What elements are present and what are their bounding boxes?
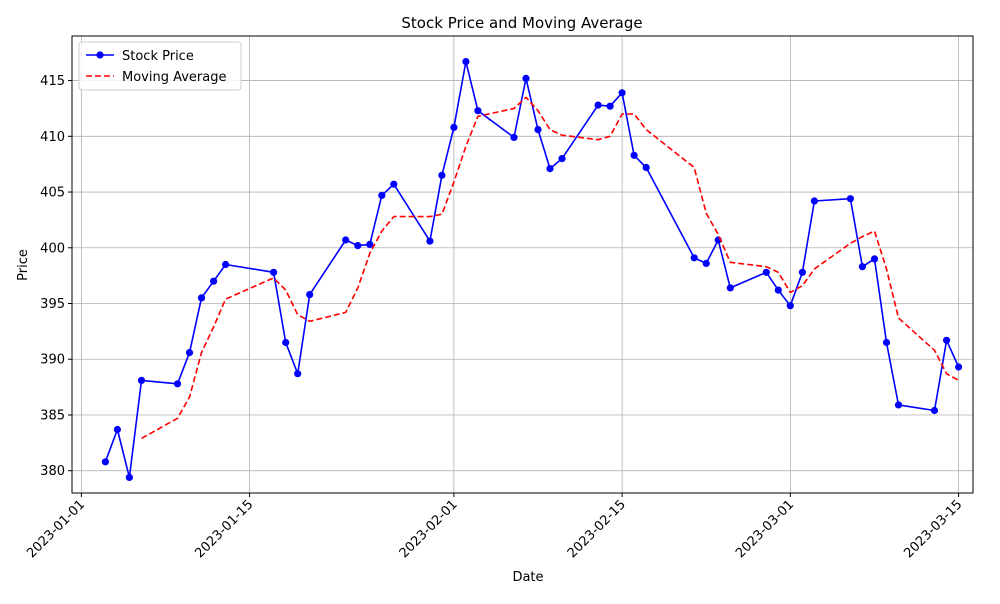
stock-price-point	[882, 338, 891, 347]
stock-price-point	[594, 101, 602, 109]
stock-price-point	[810, 197, 819, 205]
x-tick-label: 2023-03-01	[733, 497, 797, 561]
stock-price-point	[846, 195, 855, 203]
stock-price-point	[726, 284, 734, 292]
stock-price-point	[534, 126, 542, 134]
stock-price-point	[762, 268, 770, 276]
stock-price-point	[858, 263, 867, 271]
stock-price-point	[113, 425, 121, 434]
stock-price-point	[943, 336, 951, 344]
x-axis-label: Date	[512, 570, 543, 585]
stock-price-point	[522, 74, 530, 82]
legend: Stock Price Moving Average	[78, 41, 242, 91]
y-tick-label: 395	[40, 297, 65, 312]
legend-marker-stock-price	[96, 51, 104, 59]
stock-price-point	[690, 254, 698, 262]
legend-label-stock-price: Stock Price	[122, 49, 194, 64]
x-tick-label: 2023-01-15	[192, 497, 256, 561]
y-tick-label: 390	[40, 353, 65, 368]
stock-price-point	[354, 242, 362, 250]
stock-price-point	[306, 291, 314, 299]
stock-price-point	[197, 294, 206, 302]
stock-price-point	[173, 380, 182, 388]
x-tick-label: 2023-02-01	[397, 497, 461, 561]
stock-price-point	[210, 277, 218, 285]
plot-area	[72, 36, 973, 493]
stock-price-point	[462, 58, 470, 66]
y-tick-label: 400	[40, 241, 65, 256]
stock-price-point	[282, 338, 290, 347]
stock-price-point	[222, 260, 230, 269]
stock-price-point	[378, 191, 386, 199]
legend-box	[78, 41, 242, 91]
stock-price-point	[702, 259, 710, 267]
stock-price-point	[101, 458, 109, 466]
chart-title: Stock Price and Moving Average	[401, 14, 642, 32]
stock-price-point	[558, 155, 566, 163]
x-tick-label: 2023-02-15	[565, 497, 629, 561]
y-tick-label: 380	[40, 464, 65, 479]
y-axis-label: Price	[16, 249, 31, 281]
legend-label-moving-average: Moving Average	[122, 70, 226, 85]
stock-price-point	[450, 123, 458, 131]
plot-frame	[71, 35, 974, 494]
stock-price-point	[474, 107, 482, 115]
stock-price-point	[618, 89, 626, 97]
x-tick-label: 2023-01-01	[24, 497, 88, 561]
stock-price-point	[774, 286, 782, 294]
stock-price-point	[546, 165, 554, 173]
y-tick-label: 405	[40, 186, 65, 201]
stock-price-point	[426, 237, 434, 245]
stock-price-point	[630, 151, 638, 159]
y-tick-label: 410	[40, 130, 65, 145]
x-tick-label: 2023-03-15	[901, 497, 965, 561]
stock-price-point	[955, 363, 963, 371]
stock-price-point	[786, 302, 794, 310]
y-tick-label: 385	[40, 408, 65, 423]
stock-price-point	[642, 163, 650, 172]
stock-price-point	[270, 268, 278, 276]
stock-price-point	[390, 180, 398, 188]
stock-price-point	[606, 102, 614, 110]
stock-price-point	[930, 406, 939, 415]
stock-price-point	[185, 349, 194, 357]
stock-price-point	[137, 376, 146, 384]
stock-price-point	[366, 240, 374, 248]
stock-price-point	[798, 268, 807, 276]
stock-price-point	[870, 255, 879, 263]
y-tick-label: 415	[40, 74, 65, 89]
stock-price-point	[894, 401, 903, 409]
stock-price-point	[294, 370, 302, 378]
stock-price-point	[510, 133, 518, 141]
stock-price-point	[438, 171, 446, 179]
stock-price-point	[125, 473, 133, 481]
stock-price-point	[342, 236, 350, 244]
